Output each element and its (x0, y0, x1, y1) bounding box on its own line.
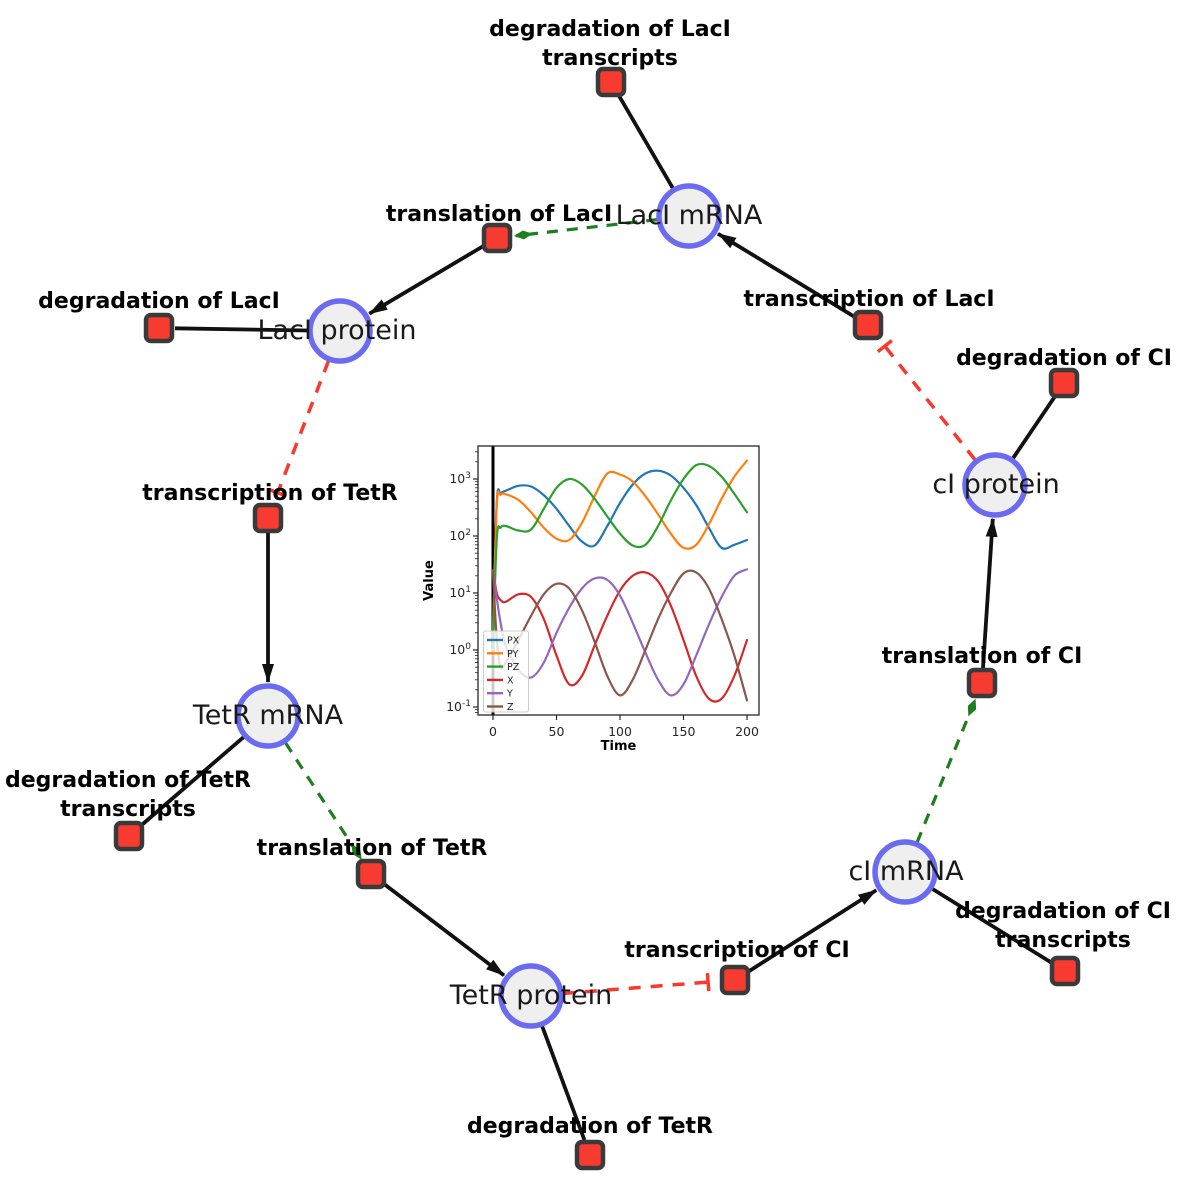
edge-inhibition-laci-protein-to-transcription-tetr (268, 360, 331, 498)
curve-X (491, 569, 749, 703)
species-node-tetr-mrna[interactable] (235, 683, 301, 749)
reaction-node-translation-laci[interactable] (481, 222, 513, 254)
species-label-laci-mrna: LacI mRNA (616, 200, 763, 231)
y-tick-label: 10-1 (446, 699, 471, 714)
edge-produce-translation-laci-to-laci-protein (368, 243, 486, 316)
species-node-laci-mrna[interactable] (656, 183, 722, 249)
legend: PX PY PZ XYZ (483, 630, 529, 713)
x-tick-label: 200 (735, 724, 759, 739)
reaction-label-transcription-tetr: transcription of TetR (142, 481, 398, 506)
curve-PX (491, 469, 749, 634)
reaction-label-deg-laci: degradation of LacI (38, 289, 280, 314)
edge-produce-transcription-ci-to-ci-mrna (746, 888, 878, 974)
edge-consume-laci-protein-to-deg-laci (174, 326, 309, 333)
labels-layer: degradation of LacI transcripts translatio… (5, 17, 1172, 1139)
reaction-node-translation-tetr[interactable] (355, 858, 387, 890)
x-tick-label: 0 (489, 724, 497, 739)
species-label-tetr-mrna: TetR mRNA (192, 700, 344, 731)
edge-consume-tetr-protein-to-deg-tetr (540, 1025, 587, 1141)
edge-modifier-tetr-mrna-to-translation-tetr (284, 741, 362, 860)
legend-label-PZ: PZ (507, 662, 520, 673)
reaction-label-deg-laci-transcripts: degradation of LacI transcripts (489, 17, 731, 71)
reaction-node-transcription-laci[interactable] (852, 309, 884, 341)
reaction-node-deg-laci-transcripts[interactable] (595, 66, 627, 98)
edge-modifier-ci-mrna-to-translation-ci (915, 698, 977, 844)
simulation-plot: 0 50 100 150 20010310210110010-1TimeValuePXP… (420, 428, 776, 772)
legend-label-X: X (507, 675, 514, 686)
reaction-label-deg-tetr-transcripts: degradation of TetR transcripts (5, 768, 251, 822)
nodes-layer (113, 66, 1081, 1171)
species-node-laci-protein[interactable] (307, 298, 373, 364)
edge-inhibition-ci-protein-to-transcription-laci (876, 339, 977, 461)
species-label-laci-protein: LacI protein (258, 315, 417, 346)
legend-label-PX: PX (507, 636, 520, 647)
species-label-tetr-protein: TetR protein (449, 980, 612, 1011)
reaction-node-transcription-tetr[interactable] (252, 502, 284, 534)
reaction-label-transcription-laci: transcription of LacI (743, 287, 994, 312)
reaction-label-translation-laci: translation of LacI (386, 202, 612, 227)
species-label-ci-mrna: cI mRNA (848, 856, 964, 887)
reaction-label-translation-ci: translation of CI (882, 644, 1083, 669)
edge-consume-tetr-mrna-to-deg-tetr-transcripts (139, 735, 246, 827)
species-label-ci-protein: cI protein (932, 469, 1059, 500)
axes-frame (477, 445, 760, 716)
x-tick-label: 100 (608, 724, 632, 739)
edges-layer (139, 94, 1057, 1141)
x-axis-label: Time (601, 739, 637, 754)
x-tick-label: 50 (549, 724, 565, 739)
edge-inhibition-tetr-protein-to-transcription-ci (562, 972, 711, 996)
edge-modifier-laci-mrna-to-translation-laci (513, 218, 658, 240)
reaction-label-translation-tetr: translation of TetR (257, 836, 488, 861)
curve-PZ (491, 462, 749, 652)
edge-consume-laci-mrna-to-deg-laci-transcripts (617, 94, 675, 190)
y-tick-label: 102 (449, 528, 471, 543)
reaction-node-transcription-ci[interactable] (719, 964, 751, 996)
y-tick-label: 103 (449, 471, 471, 486)
edge-produce-translation-tetr-to-tetr-protein (381, 881, 506, 977)
reaction-node-translation-ci[interactable] (966, 667, 998, 699)
edge-consume-ci-mrna-to-deg-ci-transcripts (931, 887, 1053, 965)
reaction-label-transcription-ci: transcription of CI (624, 938, 849, 963)
legend-label-PY: PY (507, 649, 519, 660)
y-axis-label: Value (422, 560, 437, 601)
edge-consume-ci-protein-to-deg-ci (1011, 395, 1057, 460)
legend-box (483, 630, 529, 713)
reaction-node-deg-ci[interactable] (1048, 367, 1080, 399)
y-tick-label: 100 (449, 642, 471, 657)
legend-label-Z: Z (507, 702, 514, 713)
species-node-ci-mrna[interactable] (872, 839, 938, 905)
x-tick-label: 150 (672, 724, 696, 739)
reaction-label-deg-ci-transcripts: degradation of CI transcripts (955, 899, 1171, 953)
species-node-ci-protein[interactable] (962, 452, 1028, 518)
reaction-node-deg-laci[interactable] (143, 312, 175, 344)
reaction-node-deg-ci-transcripts[interactable] (1049, 955, 1081, 987)
reaction-node-deg-tetr[interactable] (574, 1139, 606, 1171)
y-tick-label: 101 (449, 585, 471, 600)
reaction-label-deg-tetr: degradation of TetR (467, 1114, 713, 1139)
legend-label-Y: Y (506, 689, 513, 700)
edge-produce-transcription-laci-to-laci-mrna (717, 232, 857, 319)
edge-produce-translation-ci-to-ci-protein (981, 517, 998, 669)
species-node-tetr-protein[interactable] (498, 963, 564, 1029)
curve-PY (491, 459, 749, 642)
reaction-node-deg-tetr-transcripts[interactable] (113, 820, 145, 852)
reaction-label-deg-ci: degradation of CI (956, 346, 1172, 371)
